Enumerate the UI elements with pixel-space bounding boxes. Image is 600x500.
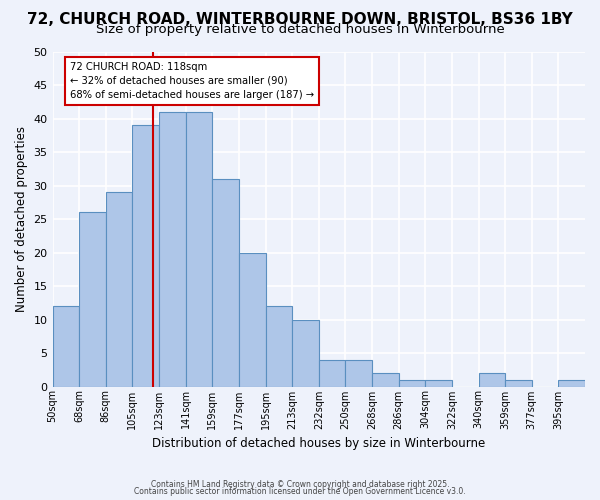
X-axis label: Distribution of detached houses by size in Winterbourne: Distribution of detached houses by size … bbox=[152, 437, 485, 450]
Bar bbox=[398, 380, 425, 386]
Text: Size of property relative to detached houses in Winterbourne: Size of property relative to detached ho… bbox=[95, 24, 505, 36]
Bar bbox=[212, 179, 239, 386]
Bar bbox=[53, 306, 79, 386]
Bar bbox=[559, 380, 585, 386]
Bar bbox=[479, 373, 505, 386]
Bar bbox=[319, 360, 346, 386]
Bar bbox=[292, 320, 319, 386]
Text: 72 CHURCH ROAD: 118sqm
← 32% of detached houses are smaller (90)
68% of semi-det: 72 CHURCH ROAD: 118sqm ← 32% of detached… bbox=[70, 62, 314, 100]
Bar bbox=[106, 192, 133, 386]
Bar bbox=[425, 380, 452, 386]
Bar bbox=[346, 360, 372, 386]
Bar bbox=[159, 112, 185, 386]
Bar bbox=[185, 112, 212, 386]
Bar bbox=[505, 380, 532, 386]
Text: 72, CHURCH ROAD, WINTERBOURNE DOWN, BRISTOL, BS36 1BY: 72, CHURCH ROAD, WINTERBOURNE DOWN, BRIS… bbox=[27, 12, 573, 26]
Bar bbox=[79, 212, 106, 386]
Text: Contains public sector information licensed under the Open Government Licence v3: Contains public sector information licen… bbox=[134, 487, 466, 496]
Bar bbox=[133, 125, 159, 386]
Bar bbox=[372, 373, 398, 386]
Text: Contains HM Land Registry data © Crown copyright and database right 2025.: Contains HM Land Registry data © Crown c… bbox=[151, 480, 449, 489]
Bar bbox=[266, 306, 292, 386]
Y-axis label: Number of detached properties: Number of detached properties bbox=[15, 126, 28, 312]
Bar bbox=[239, 252, 266, 386]
